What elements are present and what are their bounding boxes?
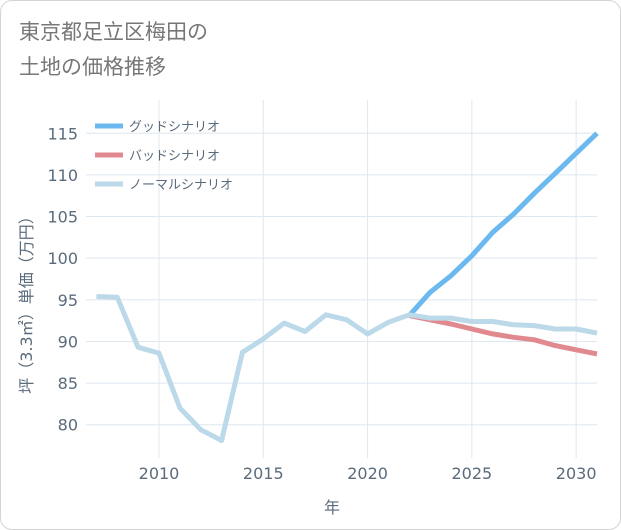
- series-line: [96, 294, 598, 443]
- y-tick-label: 80: [58, 416, 78, 435]
- y-tick-label: 90: [58, 332, 78, 351]
- y-tick-label: 110: [47, 166, 78, 185]
- x-tick-label: 2020: [347, 464, 388, 483]
- y-tick-label: 105: [47, 208, 78, 227]
- y-tick-label: 100: [47, 249, 78, 268]
- y-tick-labels: 80 85 90 95 100 105 110 115: [47, 124, 78, 434]
- x-tick-labels: 2010 2015 2020 2025 2030: [139, 464, 597, 483]
- grid-lines: [86, 100, 597, 458]
- legend-label: バッドシナリオ: [129, 149, 220, 164]
- series-lines: [96, 131, 599, 443]
- chart-title: 東京都足立区梅田の 土地の価格推移: [19, 20, 208, 79]
- y-tick-label: 115: [47, 124, 78, 143]
- x-tick-label: 2010: [139, 464, 180, 483]
- x-axis-title: 年: [324, 498, 340, 517]
- x-tick-label: 2025: [451, 464, 492, 483]
- legend-label: グッドシナリオ: [129, 120, 220, 135]
- y-tick-label: 95: [58, 291, 78, 310]
- plot-area: [86, 100, 597, 458]
- series-line: [408, 313, 598, 357]
- series-line: [407, 131, 599, 318]
- legend-label: ノーマルシナリオ: [129, 178, 233, 193]
- x-tick-label: 2015: [243, 464, 284, 483]
- y-axis-title: 坪（3.3㎡）単価（万円）: [17, 208, 36, 393]
- x-tick-label: 2030: [556, 464, 597, 483]
- y-tick-label: 85: [58, 374, 78, 393]
